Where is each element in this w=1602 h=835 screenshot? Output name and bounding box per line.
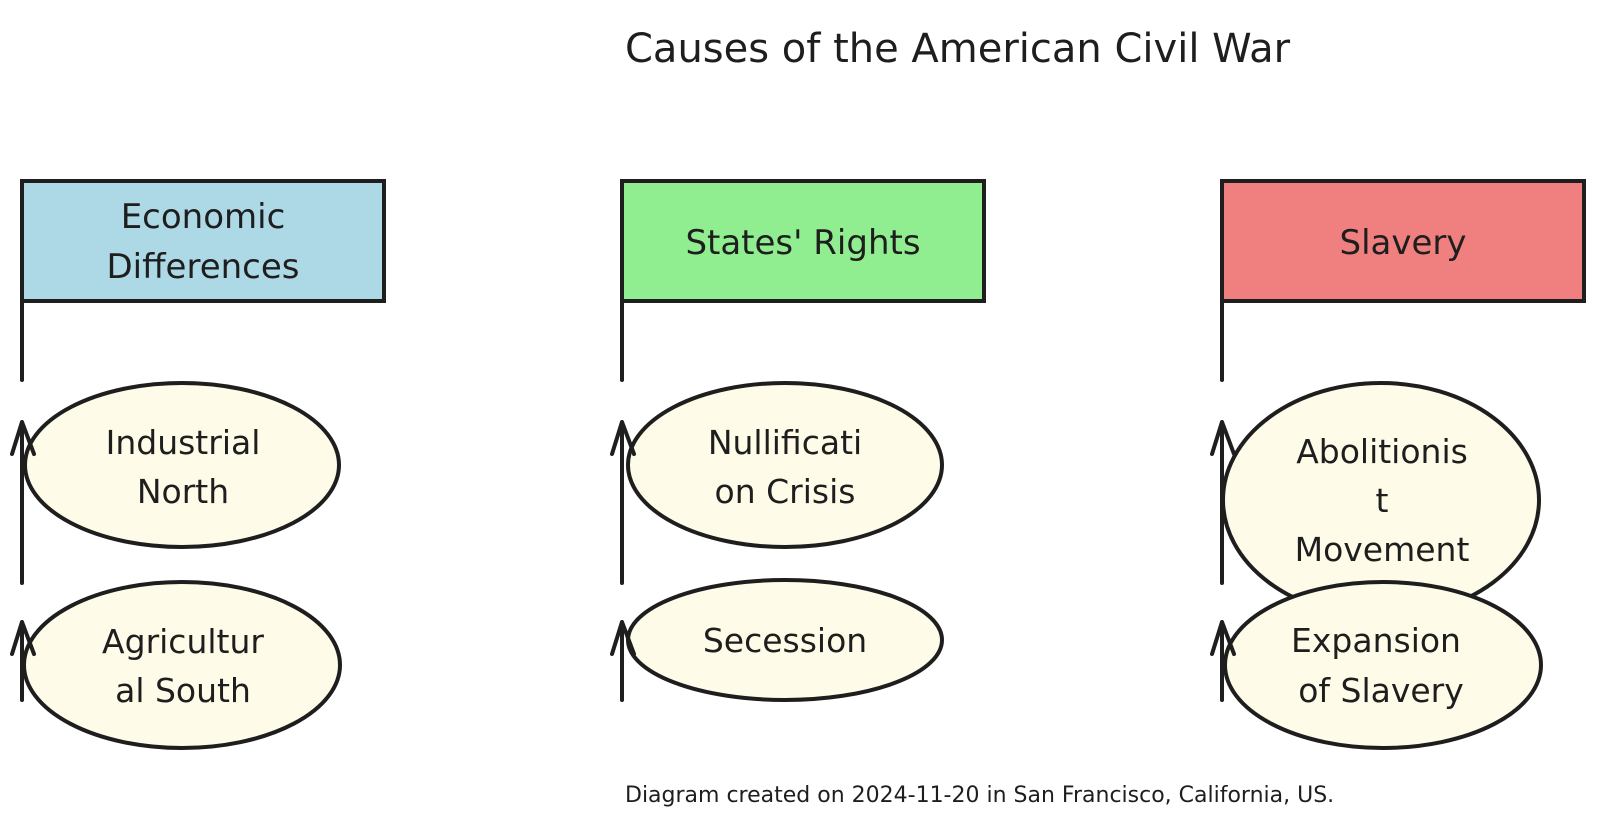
header-slavery-line-1: Slavery <box>1339 223 1466 263</box>
diagram-title: Causes of the American Civil War <box>625 26 1291 72</box>
node-abolitionist-movement-line-3: Movement <box>1295 530 1470 569</box>
arrow <box>10 420 36 585</box>
node-agricultural-south-line-2: al South <box>115 671 251 710</box>
node-nullification-crisis <box>626 381 944 549</box>
category-economic: Economic Differences Industrial North Ag… <box>10 179 386 750</box>
diagram-footer: Diagram created on 2024-11-20 in San Fra… <box>625 783 1334 808</box>
node-industrial-north-line-2: North <box>137 472 229 511</box>
node-expansion-of-slavery <box>1223 580 1543 750</box>
header-box-states-rights <box>620 179 986 303</box>
arrow <box>10 620 36 702</box>
category-states-rights: States' Rights Nullificati on Crisis Sec… <box>610 179 986 702</box>
arrow <box>610 620 636 702</box>
node-industrial-north-line-1: Industrial <box>106 423 261 462</box>
node-nullification-crisis-line-2: on Crisis <box>715 472 856 511</box>
node-agricultural-south-line-1: Agricultur <box>102 622 264 661</box>
arrow <box>1210 420 1236 585</box>
node-industrial-north <box>23 381 341 549</box>
node-agricultural-south <box>22 580 342 750</box>
node-nullification-crisis-line-1: Nullificati <box>708 423 862 462</box>
header-economic-line-1: Economic <box>121 197 286 237</box>
header-box-slavery <box>1220 179 1586 303</box>
category-slavery: Slavery Abolitionis t Movement Expansion… <box>1210 179 1586 750</box>
header-economic-line-2: Differences <box>107 247 300 287</box>
arrow <box>610 420 636 585</box>
arrow <box>1210 620 1236 702</box>
node-expansion-of-slavery-line-2: of Slavery <box>1298 671 1464 710</box>
node-expansion-of-slavery-line-1: Expansion <box>1291 621 1461 660</box>
header-states-rights-line-1: States' Rights <box>685 223 920 263</box>
node-secession-label: Secession <box>703 621 867 660</box>
header-box-economic <box>20 179 386 303</box>
node-abolitionist-movement-line-1: Abolitionis <box>1296 432 1468 471</box>
node-abolitionist-movement-line-2: t <box>1376 481 1389 520</box>
